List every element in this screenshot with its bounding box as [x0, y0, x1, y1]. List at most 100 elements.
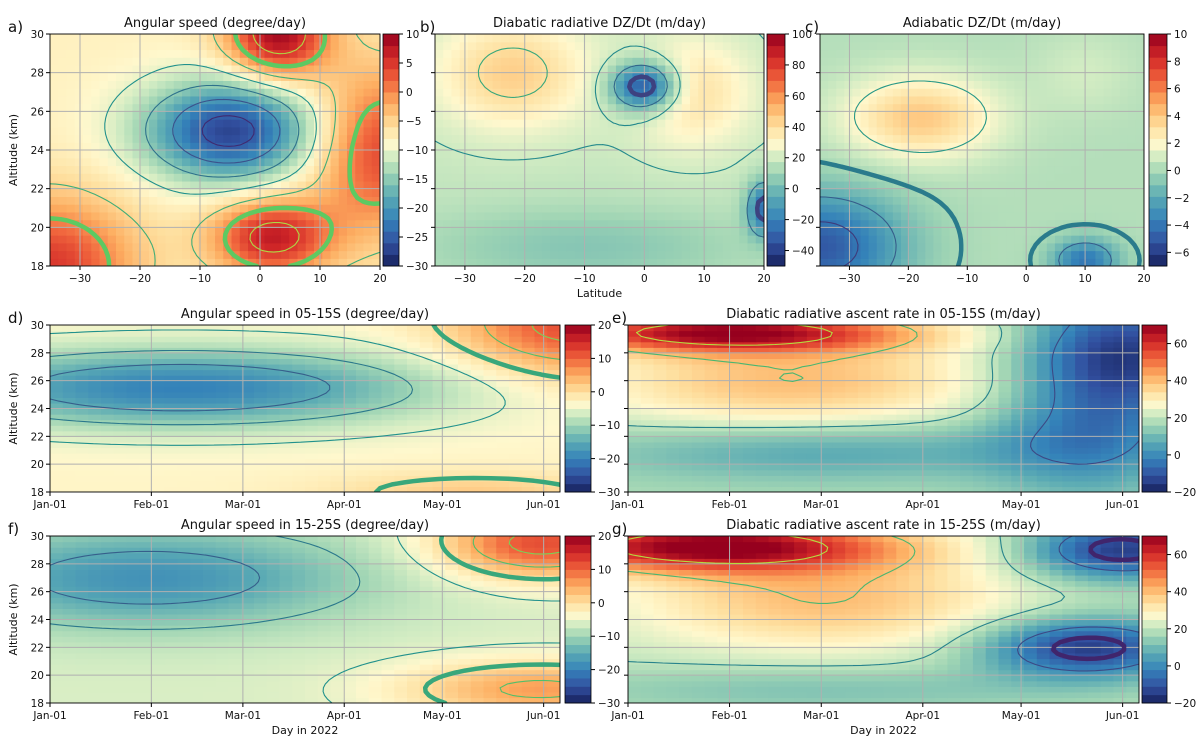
heat-cell [755, 242, 764, 252]
heat-cell [356, 436, 370, 443]
heat-cell [223, 188, 233, 197]
heat-cell [550, 219, 559, 228]
heat-cell [1022, 250, 1032, 259]
heat-cell [99, 126, 109, 136]
heat-cell [101, 425, 115, 432]
heat-cell [164, 358, 179, 365]
heat-cell [648, 196, 658, 205]
heat-cell [173, 72, 183, 81]
heat-cell [965, 126, 975, 136]
heat-cell [1111, 242, 1121, 252]
heat-cell [541, 150, 551, 159]
heat-cell [591, 134, 601, 143]
heat-cell [615, 72, 625, 81]
heat-cell [231, 258, 241, 266]
heat-cell [509, 408, 523, 415]
heat-cell [1063, 64, 1072, 74]
heat-cell [256, 242, 266, 252]
heat-cell [876, 126, 886, 136]
heat-cell [292, 341, 306, 348]
heat-cell [50, 436, 64, 443]
heat-cell [615, 258, 625, 266]
heat-cell [892, 88, 902, 97]
heat-cell [714, 80, 724, 89]
heat-cell [884, 103, 894, 112]
heat-cell [755, 126, 764, 136]
heat-cell [550, 57, 559, 66]
heat-cell [139, 336, 153, 343]
heat-cell [330, 414, 344, 421]
heat-cell [706, 227, 716, 236]
heat-cell [632, 180, 642, 190]
heat-cell [681, 72, 691, 81]
heat-cell [648, 227, 658, 236]
heat-cell [139, 436, 153, 443]
colorbar-segment [1149, 150, 1167, 163]
heat-cell [83, 34, 92, 43]
heat-cell [828, 49, 837, 58]
heat-cell [368, 425, 383, 432]
heat-cell [297, 180, 307, 190]
heat-cell [1119, 142, 1129, 151]
heat-cell [317, 330, 332, 337]
heat-cell [860, 204, 870, 213]
x-tick-label: −20 [129, 273, 151, 285]
heat-cell [459, 103, 469, 112]
heat-cell [558, 235, 568, 244]
heat-cell [371, 57, 380, 66]
heat-cell [747, 64, 757, 74]
heat-cell [62, 447, 77, 454]
heat-cell [681, 41, 691, 51]
heat-cell [476, 64, 485, 74]
heat-cell [500, 119, 510, 128]
heat-cell [706, 134, 716, 143]
heat-cell [101, 358, 115, 365]
heat-cell [149, 142, 158, 151]
heat-cell [394, 341, 408, 348]
heat-cell [305, 386, 319, 393]
heat-cell [1046, 211, 1056, 221]
heat-cell [203, 475, 217, 482]
heat-cell [132, 180, 142, 190]
heat-cell [1135, 188, 1144, 197]
heat-cell [124, 258, 134, 266]
colorbar-segment [767, 92, 785, 105]
heat-cell [443, 211, 453, 221]
heat-cell [254, 347, 268, 354]
heat-cell [241, 436, 255, 443]
heat-cell [901, 57, 910, 66]
heat-cell [673, 64, 683, 74]
heat-cell [289, 157, 299, 167]
heat-cell [113, 352, 128, 359]
heat-cell [1046, 180, 1056, 190]
heat-cell [314, 103, 323, 112]
heat-cell [292, 475, 306, 482]
heat-cell [215, 49, 224, 58]
heat-cell [305, 211, 315, 221]
heat-cell [305, 64, 315, 74]
heat-cell [132, 204, 142, 213]
heat-cell [256, 49, 266, 58]
heat-cell [500, 188, 510, 197]
heat-cell [1014, 165, 1024, 174]
heat-cell [1127, 49, 1137, 58]
heat-cell [755, 41, 764, 51]
heat-cell [116, 219, 125, 228]
heat-cell [394, 391, 408, 398]
heat-cell [459, 165, 469, 174]
heat-cell [957, 188, 967, 197]
heat-cell [689, 150, 699, 159]
heat-cell [521, 363, 536, 371]
heat-cell [445, 464, 459, 471]
heat-cell [99, 80, 109, 89]
heat-cell [476, 204, 485, 213]
heat-cell [1006, 34, 1015, 43]
heat-cell [1127, 34, 1137, 43]
heat-cell [722, 103, 732, 112]
heat-cell [534, 402, 548, 410]
heat-cell [909, 258, 918, 266]
heat-cell [509, 402, 523, 410]
heat-cell [305, 41, 315, 51]
heat-cell [860, 49, 870, 58]
heat-cell [648, 235, 658, 244]
